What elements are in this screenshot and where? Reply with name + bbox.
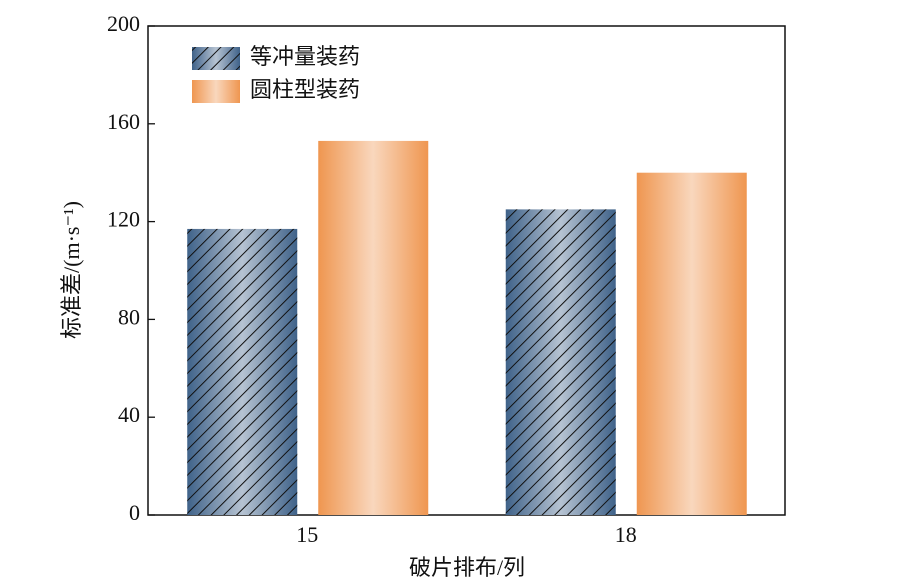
x-axis-label: 破片排布/列 — [409, 555, 525, 580]
y-tick-label: 0 — [129, 500, 140, 525]
y-tick-label: 40 — [118, 402, 140, 427]
bar-hatch — [187, 228, 298, 515]
y-tick-label: 160 — [107, 109, 140, 134]
y-tick-label: 120 — [107, 207, 140, 232]
x-tick-label: 15 — [296, 522, 318, 547]
bar — [318, 140, 429, 516]
legend-swatch-hatch — [192, 47, 240, 70]
y-axis-label: 标准差/(m·s⁻¹) — [59, 201, 84, 339]
x-tick-label: 18 — [615, 522, 637, 547]
legend-label: 等冲量装药 — [250, 44, 360, 69]
y-tick-label: 200 — [107, 11, 140, 36]
bar — [636, 172, 747, 515]
y-tick-label: 80 — [118, 304, 140, 329]
legend-label: 圆柱型装药 — [250, 77, 360, 102]
bar-hatch — [505, 209, 616, 515]
plot-frame — [147, 25, 786, 516]
legend-swatch — [192, 80, 240, 103]
